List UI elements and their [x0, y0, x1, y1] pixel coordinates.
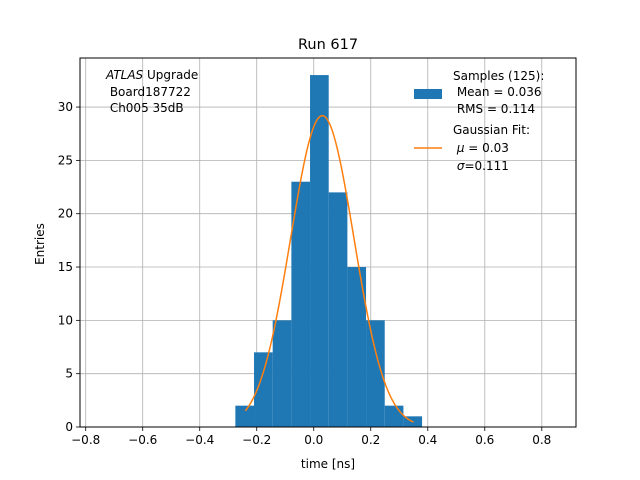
histogram-bar	[328, 192, 348, 427]
x-tick-label: 0.8	[532, 433, 551, 447]
x-tick-label: −0.8	[71, 433, 100, 447]
histogram-bar	[235, 405, 255, 427]
svg-text:ATLAS Upgrade: ATLAS Upgrade	[105, 68, 198, 82]
annotation-channel: Ch005 35dB	[106, 101, 184, 115]
legend-fit-sigma-symbol: σ	[457, 159, 465, 173]
annotation-upgrade: Upgrade	[143, 68, 198, 82]
histogram-bar	[310, 75, 329, 427]
x-tick-label: 0.4	[418, 433, 437, 447]
ticks-layer: −0.8 −0.6 −0.4 −0.2 0.0 0.2 0.4 0.6 0.8 0 5 10 15 20 2…	[58, 100, 552, 447]
chart-title: Run 617	[298, 37, 358, 53]
x-tick-label: −0.2	[242, 433, 271, 447]
y-tick-label: 0	[65, 420, 73, 434]
y-tick-label: 30	[58, 100, 73, 114]
svg-text:μ = 0.03: μ = 0.03	[453, 141, 509, 155]
y-tick-label: 25	[58, 153, 73, 167]
x-tick-label: 0.2	[361, 433, 380, 447]
legend-hist-mean: Mean = 0.036	[453, 85, 542, 99]
legend-hist-label: Samples (125):	[453, 69, 544, 83]
histogram-bar	[254, 352, 273, 427]
y-axis-label: Entries	[33, 223, 47, 265]
legend-fit-sigma: =0.111	[464, 159, 508, 173]
x-tick-label: −0.4	[185, 433, 214, 447]
x-tick-label: 0.6	[475, 433, 494, 447]
x-tick-label: −0.6	[128, 433, 157, 447]
histogram-bar	[272, 320, 292, 427]
histogram-bar	[384, 405, 404, 427]
histogram-bar	[366, 320, 385, 427]
legend-fit-label: Gaussian Fit:	[453, 123, 530, 137]
histogram-bar	[291, 181, 311, 427]
svg-text:σ=0.111: σ=0.111	[453, 159, 509, 173]
y-tick-label: 20	[58, 207, 73, 221]
annotation-board: Board187722	[106, 85, 191, 99]
atlas-annotation: ATLAS Upgrade Board187722 Ch005 35dB	[105, 68, 198, 115]
legend-hist-swatch	[414, 89, 442, 99]
y-tick-label: 10	[58, 313, 73, 327]
y-tick-label: 5	[65, 367, 73, 381]
legend: Samples (125): Mean = 0.036 RMS = 0.114 …	[414, 69, 544, 173]
y-tick-label: 15	[58, 260, 73, 274]
legend-hist-rms: RMS = 0.114	[453, 102, 535, 116]
histogram-bar	[347, 267, 367, 427]
gaussian-fit-curve	[244, 114, 414, 423]
legend-fit-mu: = 0.03	[464, 141, 508, 155]
bars-layer	[235, 75, 423, 427]
annotation-atlas: ATLAS	[105, 68, 144, 82]
legend-fit-mu-symbol: μ	[456, 141, 465, 155]
x-tick-label: 0.0	[304, 433, 323, 447]
fit-layer	[244, 114, 414, 423]
plot-frame	[79, 57, 577, 428]
x-axis-label: time [ns]	[301, 457, 355, 471]
